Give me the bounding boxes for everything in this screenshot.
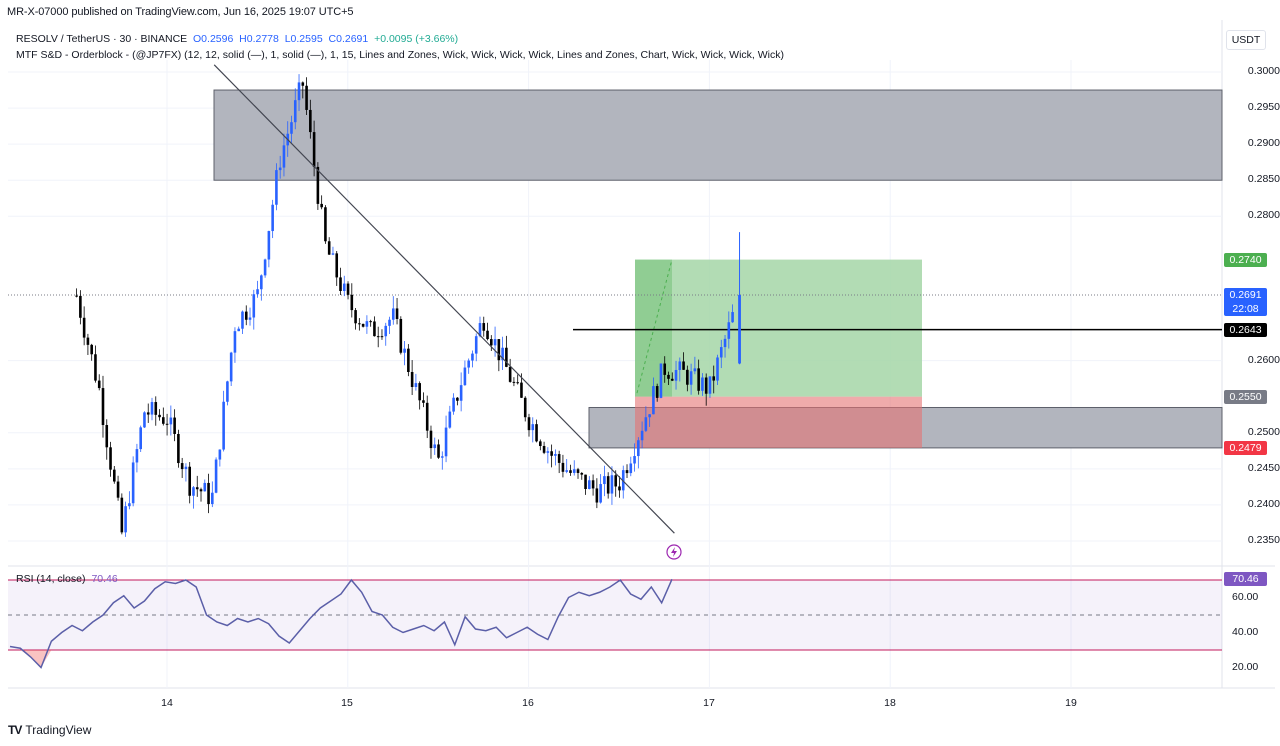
price-tag-value: 0.2479: [1229, 441, 1262, 454]
price-tag-0.2479: 0.2479: [1224, 440, 1267, 455]
tradingview-logo-icon: TV: [8, 723, 22, 737]
rsi-title: RSI (14, close): [16, 573, 86, 585]
descending-trendline[interactable]: [213, 64, 675, 534]
rsi-legend[interactable]: RSI (14, close) 70.46: [16, 573, 118, 585]
price-tag-value: 0.2643: [1229, 323, 1262, 336]
rsi-tick-label: 20.00: [1232, 660, 1259, 673]
price-tag-value: 0.2691: [1229, 288, 1262, 301]
rsi-tick-label: 60.00: [1232, 590, 1259, 603]
symbol-title[interactable]: RESOLV / TetherUS · 30 · BINANCE: [16, 33, 188, 45]
publish-info: MR-X-07000 published on TradingView.com,…: [7, 6, 354, 18]
indicator-legend-row[interactable]: MTF S&D - Orderblock - (@JP7FX) (12, 12,…: [16, 49, 784, 61]
rsi-line[interactable]: [9, 578, 673, 669]
rsi-value-tag: 70.46: [1224, 572, 1267, 587]
price-tick-label: 0.2500: [1247, 425, 1280, 438]
price-tag-0.2691: 0.2691 22:08: [1224, 287, 1267, 316]
bar-countdown: 22:08: [1232, 302, 1259, 315]
price-tick-label: 0.2450: [1247, 461, 1280, 474]
price-tick-label: 0.2950: [1247, 101, 1280, 114]
price-tag-0.2740: 0.2740: [1224, 252, 1267, 267]
long-position-stop-zone[interactable]: [635, 396, 922, 448]
price-tag-value: 0.2550: [1229, 390, 1262, 403]
price-tag-value: 0.2740: [1229, 253, 1262, 266]
brand-name: TradingView: [25, 723, 92, 737]
change-value: +0.0095 (+3.66%): [374, 33, 459, 45]
price-tick-label: 0.2800: [1247, 209, 1280, 222]
time-tick-label: 14: [161, 697, 173, 709]
high-value: H0.2778: [239, 33, 279, 45]
price-tag-0.2550: 0.2550: [1224, 389, 1267, 404]
open-value: O0.2596: [193, 33, 234, 45]
time-tick-label: 18: [884, 697, 896, 709]
price-tick-label: 0.2900: [1247, 137, 1280, 150]
time-tick-label: 19: [1065, 697, 1077, 709]
rsi-oversold-fill: [10, 650, 62, 668]
price-tick-label: 0.2600: [1247, 353, 1280, 366]
rsi-tick-label: 40.00: [1232, 625, 1259, 638]
time-tick-label: 15: [341, 697, 353, 709]
supply-orderblock-zone[interactable]: [213, 89, 1223, 181]
chart-legend: RESOLV / TetherUS · 30 · BINANCE O0.2596…: [16, 31, 784, 63]
candlestick-series[interactable]: [75, 74, 741, 537]
position-path-line: [636, 259, 673, 394]
price-tick-label: 0.3000: [1247, 65, 1280, 77]
price-tag-0.2643: 0.2643: [1224, 322, 1267, 337]
low-value: L0.2595: [284, 33, 323, 45]
long-position-target-zone[interactable]: [635, 259, 922, 397]
rsi-value: 70.46: [91, 573, 118, 585]
price-tick-label: 0.2400: [1247, 497, 1280, 510]
lightning-alert-icon[interactable]: [666, 544, 682, 560]
currency-selector[interactable]: USDT: [1226, 30, 1266, 50]
price-tick-label: 0.2350: [1247, 533, 1280, 546]
close-value: C0.2691: [328, 33, 369, 45]
time-tick-label: 16: [522, 697, 534, 709]
rsi-pane[interactable]: [8, 578, 1222, 669]
symbol-legend-row[interactable]: RESOLV / TetherUS · 30 · BINANCE O0.2596…: [16, 31, 784, 47]
footer-brand: TV TradingView: [8, 723, 91, 737]
price-tick-label: 0.2850: [1247, 173, 1280, 186]
time-tick-label: 17: [703, 697, 715, 709]
